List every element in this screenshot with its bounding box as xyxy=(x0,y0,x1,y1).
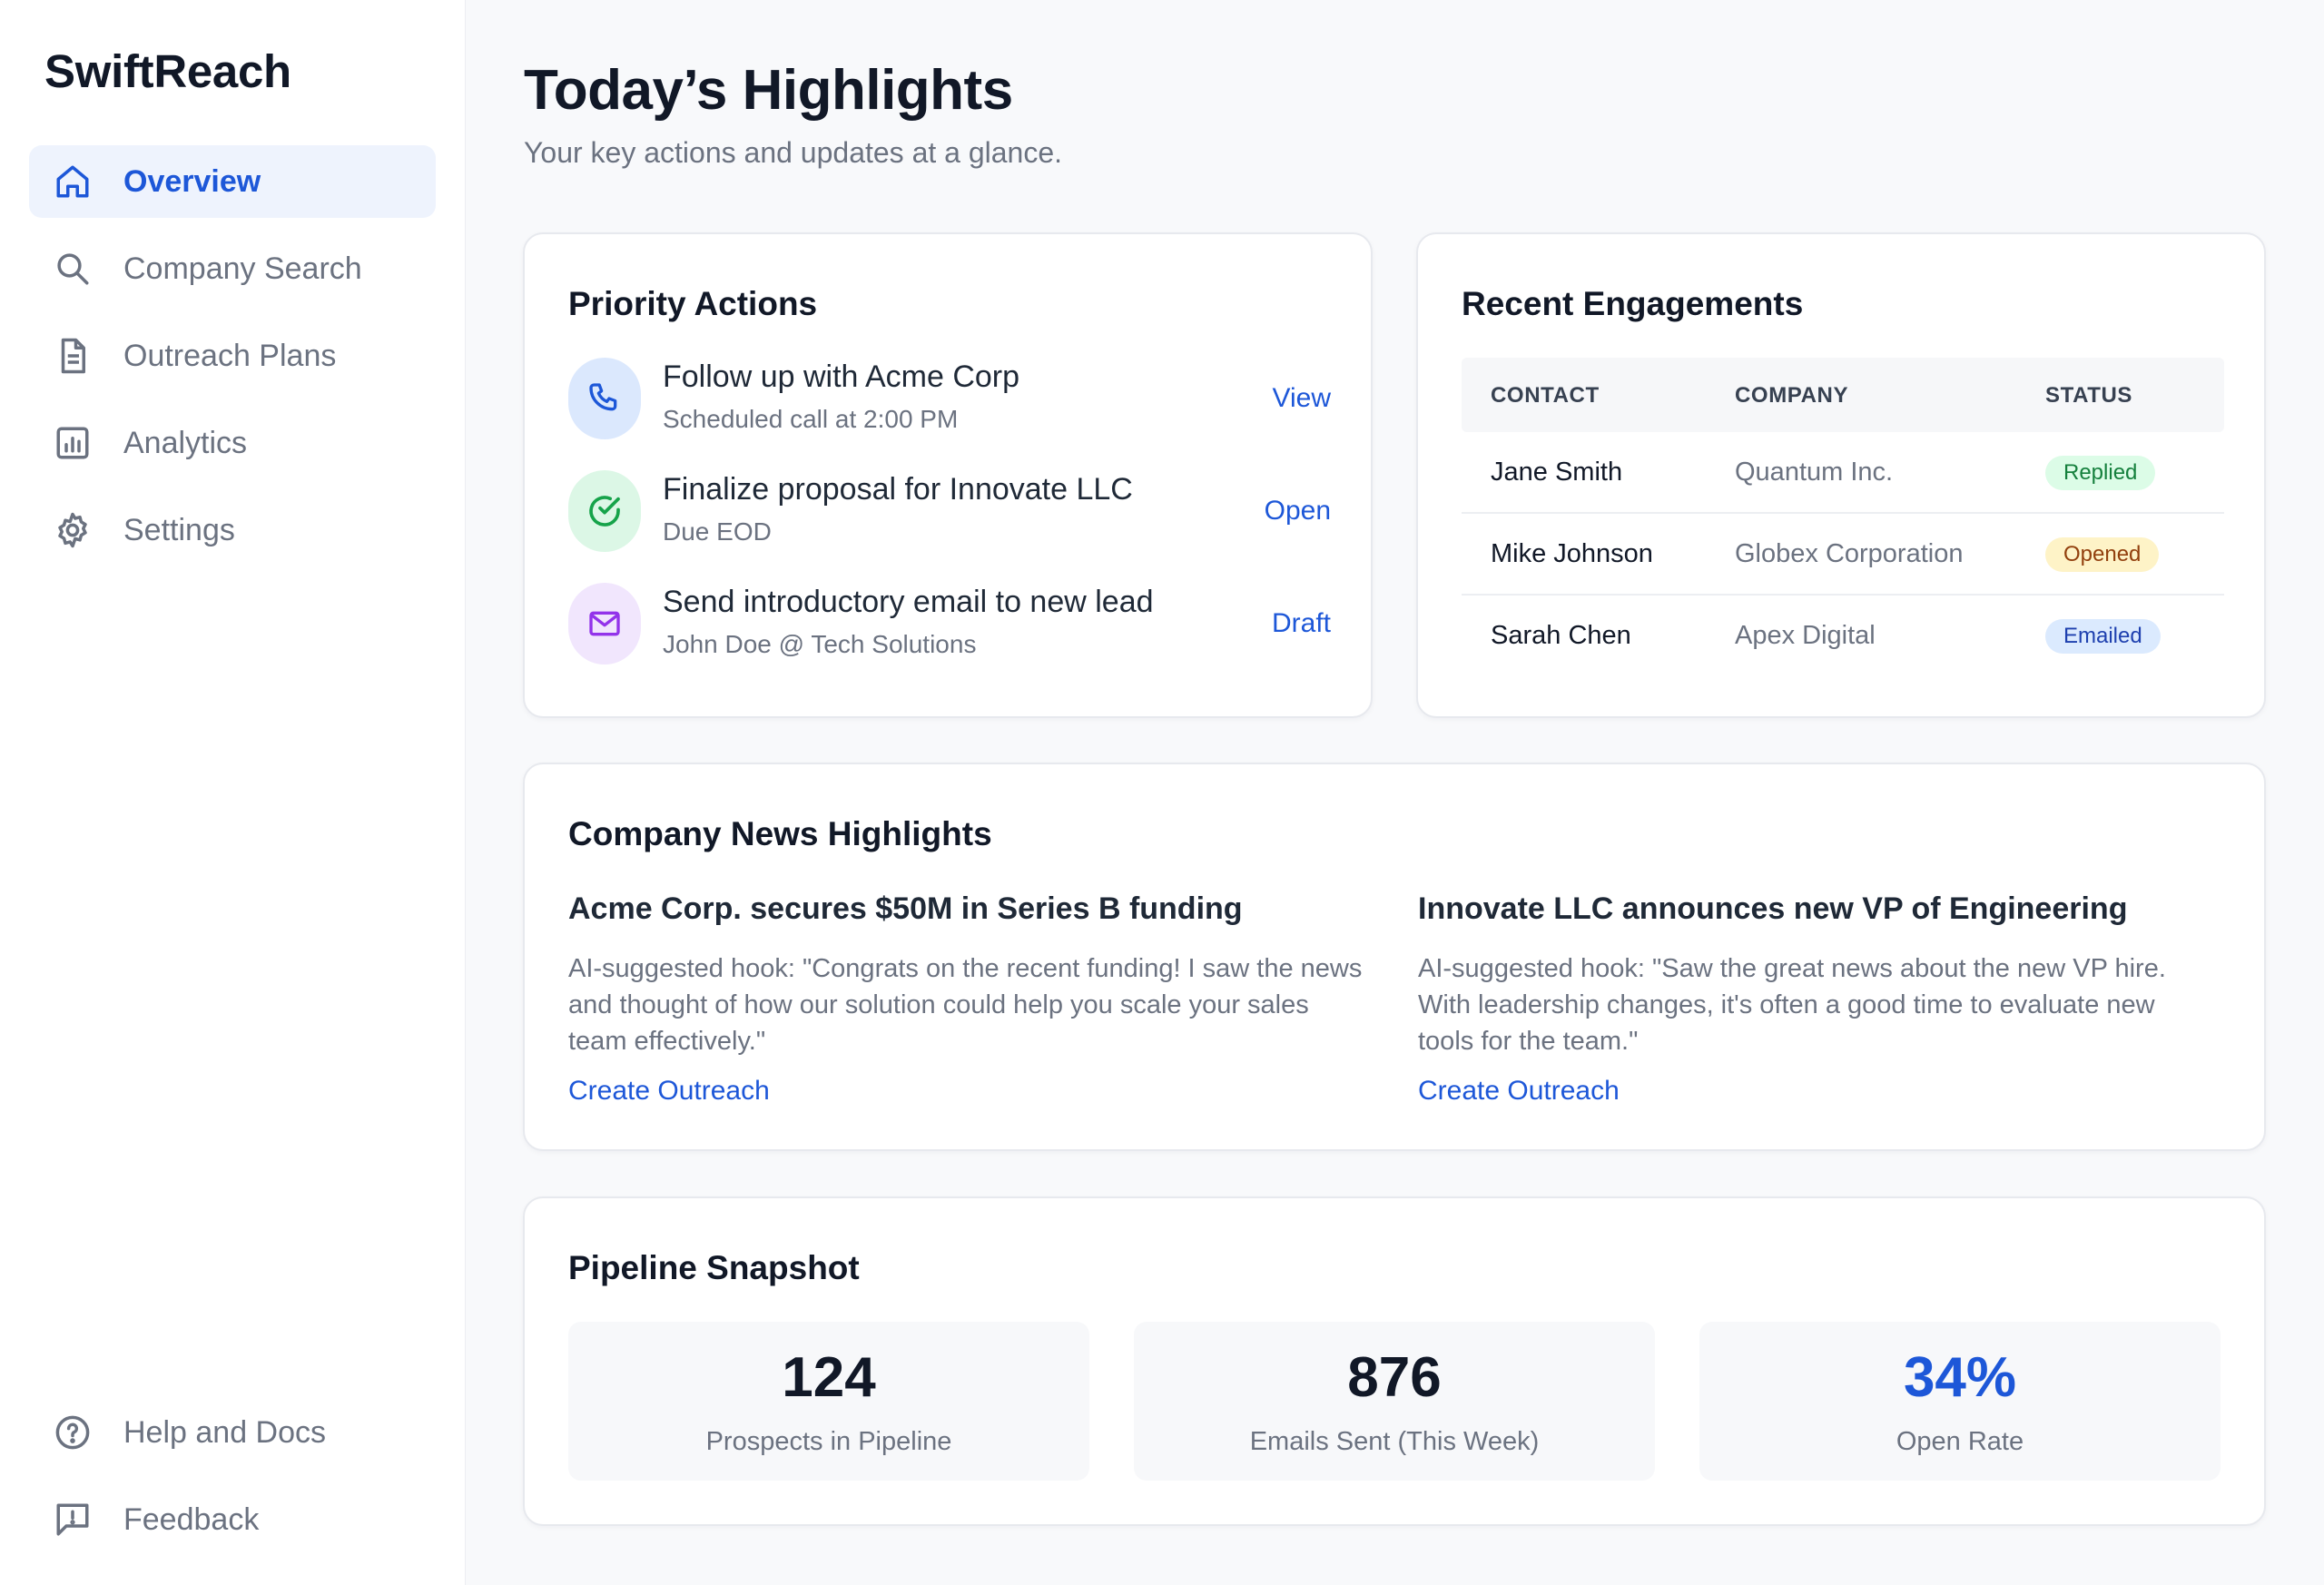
news-hook: AI-suggested hook: "Saw the great news a… xyxy=(1418,954,2166,1056)
contact-name: Sarah Chen xyxy=(1491,621,1631,650)
stat-value: 34% xyxy=(1903,1346,2017,1409)
list-item: Send introductory email to new lead John… xyxy=(568,583,1331,668)
page-title: Today’s Highlights xyxy=(524,59,1013,122)
list-item: Follow up with Acme Corp Scheduled call … xyxy=(568,358,1331,443)
stat-open-rate: 34% Open Rate xyxy=(1699,1322,2221,1481)
news-headline: Acme Corp. secures $50M in Series B fund… xyxy=(568,891,1243,926)
company-name: Apex Digital xyxy=(1735,621,1876,650)
card-title: Pipeline Snapshot xyxy=(568,1249,860,1286)
action-title: Finalize proposal for Innovate LLC xyxy=(663,472,1133,507)
table-header: CONTACT COMPANY STATUS xyxy=(1462,358,2224,432)
news-item: Acme Corp. secures $50M in Series B fund… xyxy=(568,891,1367,1107)
table-row[interactable]: Mike Johnson Globex Corporation Opened xyxy=(1462,514,2224,596)
recent-engagements-card: Recent Engagements CONTACT COMPANY STATU… xyxy=(1416,232,2266,718)
news-item: Innovate LLC announces new VP of Enginee… xyxy=(1418,891,2217,1107)
company-news-card: Company News Highlights Acme Corp. secur… xyxy=(523,763,2266,1151)
stat-label: Open Rate xyxy=(1896,1427,2024,1456)
document-icon xyxy=(53,336,93,376)
sidebar-item-outreach-plans[interactable]: Outreach Plans xyxy=(29,320,436,392)
priority-actions-card: Priority Actions Follow up with Acme Cor… xyxy=(523,232,1373,718)
card-title: Company News Highlights xyxy=(568,815,992,852)
contact-name: Jane Smith xyxy=(1491,458,1623,487)
brand-logo: SwiftReach xyxy=(44,45,291,97)
help-circle-icon xyxy=(53,1413,93,1452)
phone-icon xyxy=(568,358,641,439)
gear-icon xyxy=(53,510,93,550)
sidebar-item-feedback[interactable]: Feedback xyxy=(29,1483,436,1556)
mail-icon xyxy=(568,583,641,665)
create-outreach-button[interactable]: Create Outreach xyxy=(568,1076,770,1106)
action-subtitle: Scheduled call at 2:00 PM xyxy=(663,405,959,433)
stat-prospects: 124 Prospects in Pipeline xyxy=(568,1322,1089,1481)
view-button[interactable]: View xyxy=(1272,383,1331,413)
news-hook: AI-suggested hook: "Congrats on the rece… xyxy=(568,954,1363,1056)
action-subtitle: John Doe @ Tech Solutions xyxy=(663,630,977,658)
sidebar-item-label: Help and Docs xyxy=(123,1414,327,1450)
status-badge: Replied xyxy=(2045,456,2156,490)
column-header-status: STATUS xyxy=(2045,383,2133,408)
stat-emails-sent: 876 Emails Sent (This Week) xyxy=(1134,1322,1655,1481)
main-nav: Overview Company Search Outreach Plans A… xyxy=(29,145,436,581)
status-badge: Emailed xyxy=(2045,619,2161,654)
sidebar-item-analytics[interactable]: Analytics xyxy=(29,407,436,479)
create-outreach-button[interactable]: Create Outreach xyxy=(1418,1076,1620,1106)
stat-label: Emails Sent (This Week) xyxy=(1249,1427,1540,1456)
action-title: Send introductory email to new lead xyxy=(663,585,1154,619)
sidebar-item-label: Overview xyxy=(123,163,261,199)
sidebar-item-label: Analytics xyxy=(123,425,248,460)
card-title: Recent Engagements xyxy=(1462,285,1804,322)
sidebar-item-help[interactable]: Help and Docs xyxy=(29,1396,436,1469)
column-header-contact: CONTACT xyxy=(1491,383,1600,408)
sidebar-item-label: Feedback xyxy=(123,1501,260,1537)
open-button[interactable]: Open xyxy=(1264,496,1331,526)
table-row[interactable]: Sarah Chen Apex Digital Emailed xyxy=(1462,596,2224,677)
sidebar-item-company-search[interactable]: Company Search xyxy=(29,232,436,305)
sidebar: SwiftReach Overview Company Search Outre… xyxy=(0,0,466,1585)
home-icon xyxy=(53,162,93,202)
company-name: Globex Corporation xyxy=(1735,539,1964,568)
sidebar-item-label: Company Search xyxy=(123,251,362,286)
column-header-company: COMPANY xyxy=(1735,383,1849,408)
check-circle-icon xyxy=(568,470,641,552)
sidebar-item-label: Outreach Plans xyxy=(123,338,337,373)
table-row[interactable]: Jane Smith Quantum Inc. Replied xyxy=(1462,432,2224,514)
contact-name: Mike Johnson xyxy=(1491,539,1653,568)
company-name: Quantum Inc. xyxy=(1735,458,1894,487)
chart-icon xyxy=(53,423,93,463)
search-icon xyxy=(53,249,93,289)
sidebar-item-label: Settings xyxy=(123,512,235,547)
secondary-nav: Help and Docs Feedback xyxy=(29,1396,436,1570)
page-subtitle: Your key actions and updates at a glance… xyxy=(524,136,1063,169)
list-item: Finalize proposal for Innovate LLC Due E… xyxy=(568,470,1331,556)
action-subtitle: Due EOD xyxy=(663,517,772,546)
feedback-icon xyxy=(53,1500,93,1540)
engagements-table: CONTACT COMPANY STATUS Jane Smith Quantu… xyxy=(1462,358,2224,677)
pipeline-snapshot-card: Pipeline Snapshot 124 Prospects in Pipel… xyxy=(523,1196,2266,1526)
card-title: Priority Actions xyxy=(568,285,818,322)
stat-value: 124 xyxy=(782,1346,876,1409)
sidebar-item-settings[interactable]: Settings xyxy=(29,494,436,566)
stat-value: 876 xyxy=(1347,1346,1442,1409)
action-title: Follow up with Acme Corp xyxy=(663,359,1020,394)
sidebar-item-overview[interactable]: Overview xyxy=(29,145,436,218)
status-badge: Opened xyxy=(2045,537,2160,572)
draft-button[interactable]: Draft xyxy=(1271,608,1331,638)
news-headline: Innovate LLC announces new VP of Enginee… xyxy=(1418,891,2128,926)
stat-label: Prospects in Pipeline xyxy=(705,1427,952,1456)
